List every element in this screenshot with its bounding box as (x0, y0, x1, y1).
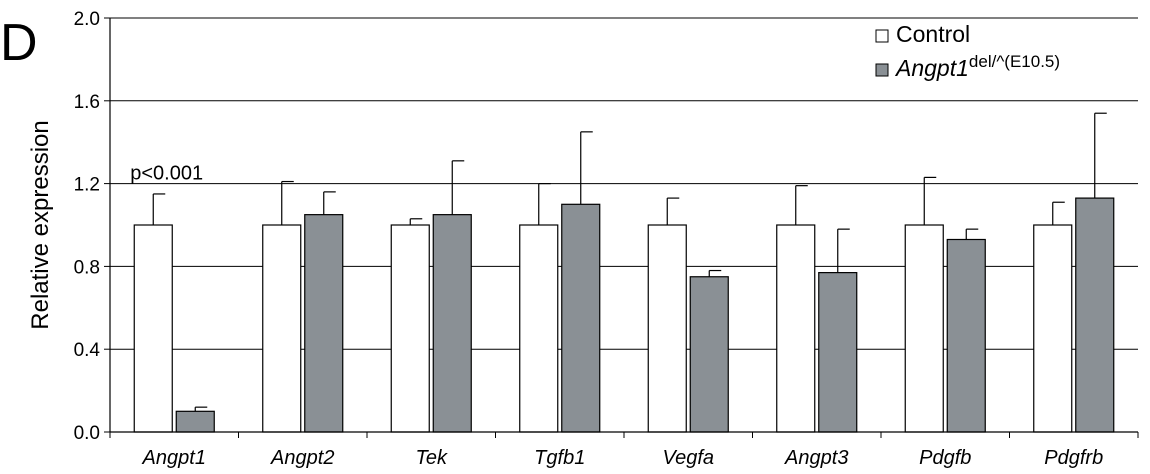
y-tick-label: 0.4 (74, 340, 101, 361)
x-category-label: Pdgfb (919, 447, 971, 469)
bar-mutant (304, 214, 344, 433)
bar-control (519, 224, 559, 433)
x-category-label: Pdgfrb (1044, 447, 1103, 469)
bars (133, 197, 1115, 433)
y-tick-label: 1.6 (74, 92, 100, 113)
axes (109, 18, 1139, 438)
bar-control (262, 224, 302, 433)
legend: Control Angpt1del/^(E10.5) (875, 21, 1060, 81)
legend-swatch-mutant (875, 63, 889, 77)
bar-control (647, 224, 687, 433)
x-category-labels: Angpt1 Angpt2 Tek Tgfb1 Vegfa Angpt3 Pdgfb Pdgf… (142, 447, 1104, 469)
x-category-label: Angpt2 (270, 447, 334, 469)
bar-mutant (818, 272, 858, 433)
legend-label-mutant-superscript: del/^(E10.5) (969, 52, 1060, 71)
y-tick-label: 2.0 (74, 9, 100, 30)
x-category-label: Tgfb1 (534, 447, 585, 469)
bar-mutant (1075, 197, 1115, 433)
panel-label: D (0, 14, 38, 72)
bar-mutant (561, 203, 601, 433)
y-tick-label: 0.8 (74, 257, 100, 278)
error-bars (152, 112, 1107, 412)
x-category-label: Angpt1 (142, 447, 206, 469)
bar-mutant (432, 214, 472, 433)
y-tick-label: 1.2 (74, 175, 100, 196)
legend-label-mutant-gene: Angpt1 (894, 55, 969, 81)
bar-mutant (946, 238, 986, 433)
legend-swatch-control (875, 29, 889, 43)
legend-label-mutant: Angpt1del/^(E10.5) (894, 52, 1060, 81)
bar-control (133, 224, 173, 433)
bar-control (904, 224, 944, 433)
bar-mutant (689, 276, 729, 433)
x-category-label: Vegfa (662, 447, 714, 469)
annotation-pvalue: p<0.001 (130, 163, 203, 185)
legend-label-control: Control (896, 21, 970, 47)
y-tick-label: 0.0 (74, 423, 100, 444)
annotations: p<0.001 (130, 163, 203, 185)
bar-mutant (175, 410, 215, 433)
y-axis-title: Relative expression (27, 120, 54, 329)
x-category-label: Tek (415, 447, 448, 469)
bar-control (1033, 224, 1073, 433)
bar-control (390, 224, 430, 433)
x-category-label: Angpt3 (784, 447, 848, 469)
bar-control (776, 224, 816, 433)
y-tick-labels: 0.0 0.4 0.8 1.2 1.6 2.0 (74, 9, 101, 444)
